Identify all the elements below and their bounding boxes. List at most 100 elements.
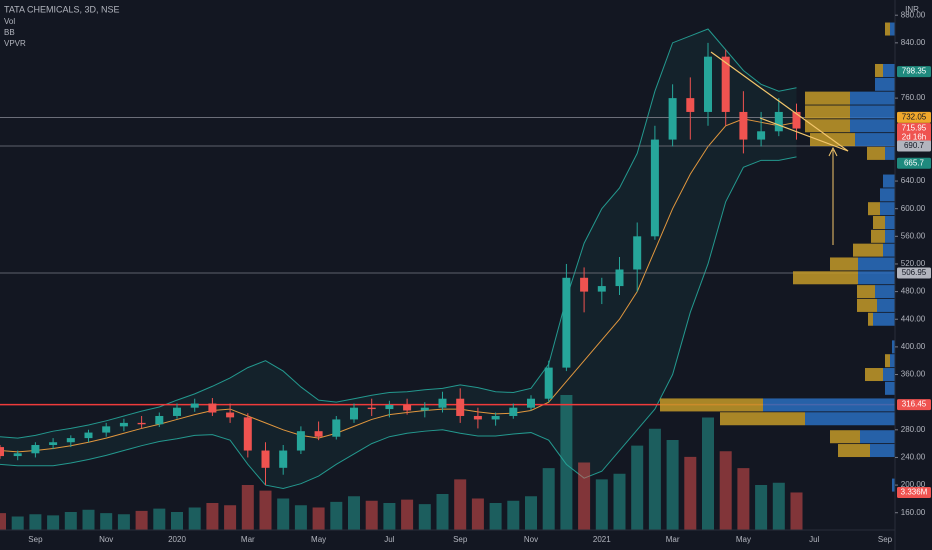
volume-bar bbox=[0, 513, 6, 530]
price-label-bg bbox=[897, 267, 931, 279]
candle-body bbox=[84, 432, 93, 439]
volume-bar bbox=[206, 503, 219, 530]
vp-down bbox=[793, 271, 858, 285]
vp-down bbox=[720, 412, 805, 426]
vp-down bbox=[871, 229, 885, 243]
volume-bar bbox=[277, 498, 290, 530]
volume-bar bbox=[153, 508, 166, 530]
vp-up bbox=[883, 368, 895, 382]
candle-body bbox=[721, 56, 730, 112]
candle-body bbox=[49, 442, 58, 446]
candle-body bbox=[668, 98, 677, 140]
volume-bar bbox=[82, 509, 95, 530]
vp-down bbox=[857, 298, 877, 312]
volume-bar bbox=[47, 515, 60, 530]
volume-bar bbox=[454, 479, 467, 530]
vp-down bbox=[830, 257, 858, 271]
candle-body bbox=[562, 277, 571, 368]
candle-body bbox=[774, 111, 783, 132]
candle-body bbox=[757, 131, 766, 140]
candle-body bbox=[13, 453, 22, 457]
vp-down bbox=[868, 312, 873, 326]
volume-bar bbox=[755, 485, 768, 530]
vp-up bbox=[890, 354, 895, 368]
y-tick-label: 360.00 bbox=[901, 370, 926, 379]
volume-bar bbox=[471, 498, 484, 530]
volume-bar bbox=[348, 496, 360, 530]
candle-body bbox=[279, 450, 288, 468]
vp-up bbox=[885, 216, 895, 230]
candle-body bbox=[226, 412, 235, 418]
candle-body bbox=[633, 236, 642, 270]
candle-body bbox=[420, 407, 429, 411]
x-tick-label: Sep bbox=[28, 535, 43, 544]
candle-body bbox=[119, 422, 128, 427]
x-tick-label: May bbox=[736, 535, 751, 544]
y-tick-label: 200.00 bbox=[901, 480, 926, 489]
arrow-head bbox=[828, 146, 838, 157]
x-tick-label: 2021 bbox=[593, 535, 611, 544]
vp-up bbox=[885, 229, 895, 243]
vp-up bbox=[870, 444, 895, 458]
volume-bar bbox=[135, 510, 148, 530]
volume-bar bbox=[737, 468, 750, 530]
y-tick-label: 560.00 bbox=[901, 231, 926, 240]
volume-bar bbox=[224, 505, 237, 530]
vp-up bbox=[890, 22, 895, 36]
volume-bar bbox=[294, 505, 307, 530]
price-label-bg bbox=[897, 140, 931, 152]
trend-line bbox=[710, 51, 849, 152]
vp-down bbox=[805, 91, 850, 105]
price-label: 665.7 bbox=[904, 158, 925, 167]
y-tick-label: 240.00 bbox=[901, 453, 926, 462]
volume-bar bbox=[525, 496, 537, 530]
price-label: 715.95 bbox=[902, 124, 927, 133]
y-tick-label: 400.00 bbox=[901, 342, 926, 351]
vp-up bbox=[883, 63, 895, 77]
x-tick-label: Mar bbox=[666, 535, 680, 544]
price-label: 732.05 bbox=[902, 113, 927, 122]
candle-body bbox=[261, 450, 270, 468]
y-tick-label: 480.00 bbox=[901, 287, 926, 296]
volume-bar bbox=[719, 451, 732, 530]
candle-body bbox=[456, 398, 465, 416]
volume-bar bbox=[560, 395, 573, 530]
vp-up bbox=[860, 430, 895, 444]
volume-bar bbox=[259, 490, 272, 530]
plot-area bbox=[0, 22, 895, 530]
vp-up bbox=[877, 298, 895, 312]
price-label-bg bbox=[897, 157, 931, 169]
vp-up bbox=[873, 312, 895, 326]
vp-down bbox=[805, 119, 850, 133]
volume-bar bbox=[64, 512, 77, 530]
volume-bar bbox=[241, 485, 254, 530]
y-tick-label: 840.00 bbox=[901, 38, 926, 47]
candle-body bbox=[544, 367, 553, 399]
candle-body bbox=[438, 398, 447, 408]
price-label: 690.7 bbox=[904, 141, 925, 150]
candle-body bbox=[155, 415, 164, 425]
vp-up bbox=[858, 271, 895, 285]
candle-body bbox=[403, 404, 412, 411]
volume-bar bbox=[312, 507, 325, 530]
vp-up bbox=[883, 174, 895, 188]
volume-bar bbox=[507, 500, 520, 530]
candle-body bbox=[367, 407, 376, 410]
volume-bar bbox=[542, 468, 555, 530]
x-tick-label: Mar bbox=[241, 535, 255, 544]
candle-body bbox=[491, 415, 500, 420]
currency: INR bbox=[905, 5, 919, 14]
volume-bar bbox=[684, 456, 697, 530]
vp-up bbox=[805, 412, 895, 426]
trend-line bbox=[759, 117, 849, 152]
price-label-bg bbox=[897, 123, 931, 144]
volume-bar bbox=[29, 514, 42, 530]
candle-body bbox=[296, 431, 305, 451]
volume-label: 3.336M bbox=[901, 488, 928, 497]
candle-body bbox=[615, 269, 624, 287]
price-label: 798.35 bbox=[902, 67, 927, 76]
vp-up bbox=[883, 243, 895, 257]
y-tick-label: 280.00 bbox=[901, 425, 926, 434]
